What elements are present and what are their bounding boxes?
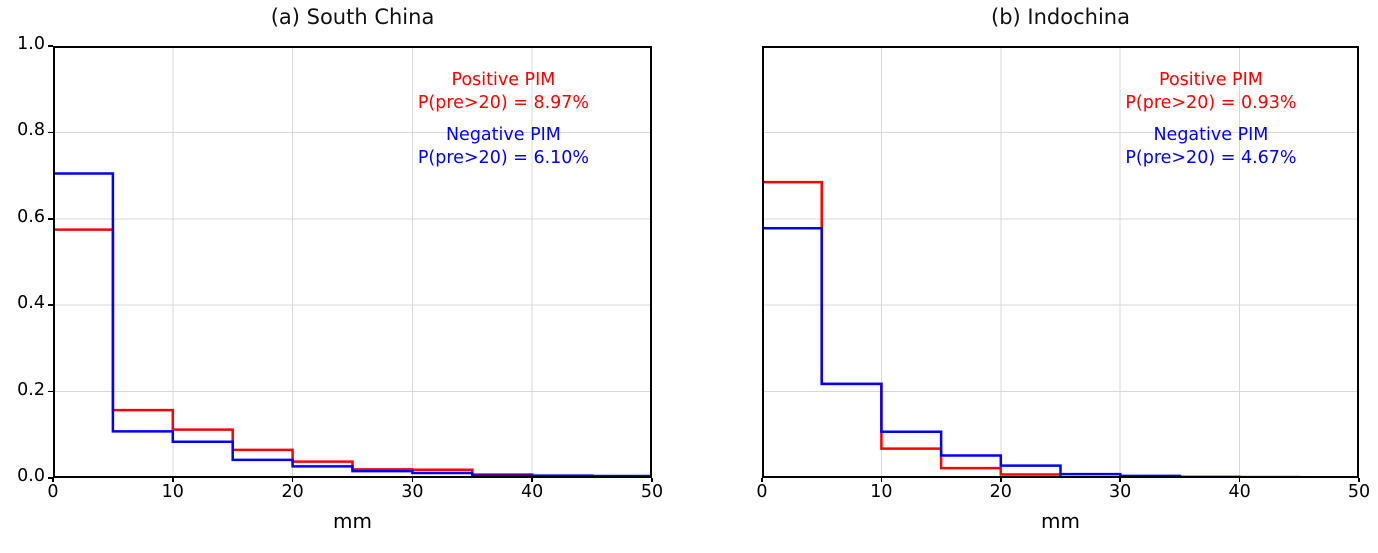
x-tick-label: 30 <box>401 482 424 502</box>
annotation-series-name: Negative PIM <box>445 125 561 145</box>
y-tick-label: 1.0 <box>17 34 45 54</box>
x-tick-label: 20 <box>281 482 304 502</box>
annotation-series-name: Positive PIM <box>451 70 556 90</box>
annotation-negative-pim: Negative PIM P(pre>20) = 6.10% <box>418 124 589 170</box>
x-tick-mark <box>291 478 294 482</box>
x-tick-label: 10 <box>161 482 184 502</box>
x-tick-mark <box>1358 478 1360 482</box>
x-tick-label: 20 <box>989 482 1012 502</box>
x-axis-label: mm <box>1041 509 1080 533</box>
series-negative-pim <box>762 227 1359 478</box>
annotation-probability: P(pre>20) = 6.10% <box>417 148 590 169</box>
y-tick-mark <box>48 390 53 393</box>
y-tick-label: 0.0 <box>17 466 45 486</box>
x-tick-mark <box>531 478 533 482</box>
plot-area: Positive PIM P(pre>20) = 0.93% Negative … <box>756 46 1370 502</box>
axes-frame <box>53 46 652 478</box>
series-positive-pim <box>762 180 1359 478</box>
axes-frame <box>762 46 1359 478</box>
chart-canvas <box>762 46 1359 478</box>
panel-indochina: (b) Indochina Positive PIM P(pre>20) = 0… <box>689 0 1378 553</box>
x-tick-mark <box>1238 478 1241 482</box>
annotation-probability: P(pre>20) = 0.93% <box>1125 93 1297 114</box>
x-tick-label: 50 <box>1347 482 1371 502</box>
x-tick-mark <box>880 478 883 482</box>
x-tick-mark <box>172 478 174 482</box>
series-negative-pim <box>53 172 652 478</box>
x-tick-label: 40 <box>1228 482 1251 502</box>
x-tick-label: 10 <box>870 482 893 502</box>
y-tick-mark <box>48 218 53 220</box>
annotation-positive-pim: Positive PIM P(pre>20) = 8.97% <box>418 69 589 115</box>
annotation-probability: P(pre>20) = 8.97% <box>417 93 590 114</box>
x-tick-label: 0 <box>756 482 768 502</box>
y-tick-mark <box>48 131 53 134</box>
x-axis-label: mm <box>333 509 372 533</box>
annotation-series-name: Negative PIM <box>1153 125 1269 145</box>
annotation-positive-pim: Positive PIM P(pre>20) = 0.93% <box>1125 69 1296 115</box>
panel-title: (b) Indochina <box>991 5 1130 29</box>
y-tick-mark <box>48 304 53 306</box>
y-tick-mark <box>48 45 53 47</box>
plot-area: Positive PIM P(pre>20) = 8.97% Negative … <box>17 34 663 502</box>
y-tick-label: 0.4 <box>17 293 45 314</box>
annotation-negative-pim: Negative PIM P(pre>20) = 4.67% <box>1125 124 1296 170</box>
x-tick-mark <box>651 478 653 482</box>
annotation-series-name: Positive PIM <box>1159 70 1263 90</box>
x-tick-label: 30 <box>1109 482 1132 502</box>
x-tick-mark <box>1119 478 1121 482</box>
panel-title: (a) South China <box>270 5 435 29</box>
y-tick-label: 0.2 <box>17 379 45 400</box>
x-tick-mark <box>411 478 414 482</box>
chart-canvas <box>53 46 652 478</box>
x-tick-mark <box>761 478 763 482</box>
y-tick-label: 0.8 <box>17 120 45 141</box>
x-tick-label: 0 <box>47 482 59 502</box>
panel-south-china: (a) South China Positive PIM P(pre>20) =… <box>17 5 663 533</box>
annotation-probability: P(pre>20) = 4.67% <box>1125 148 1297 169</box>
x-tick-mark <box>52 478 54 482</box>
series-positive-pim <box>53 228 652 478</box>
y-tick-label: 0.6 <box>17 206 45 227</box>
x-tick-label: 40 <box>521 482 544 502</box>
x-tick-label: 50 <box>640 482 664 502</box>
y-tick-mark <box>48 477 53 479</box>
x-tick-mark <box>1000 478 1002 482</box>
